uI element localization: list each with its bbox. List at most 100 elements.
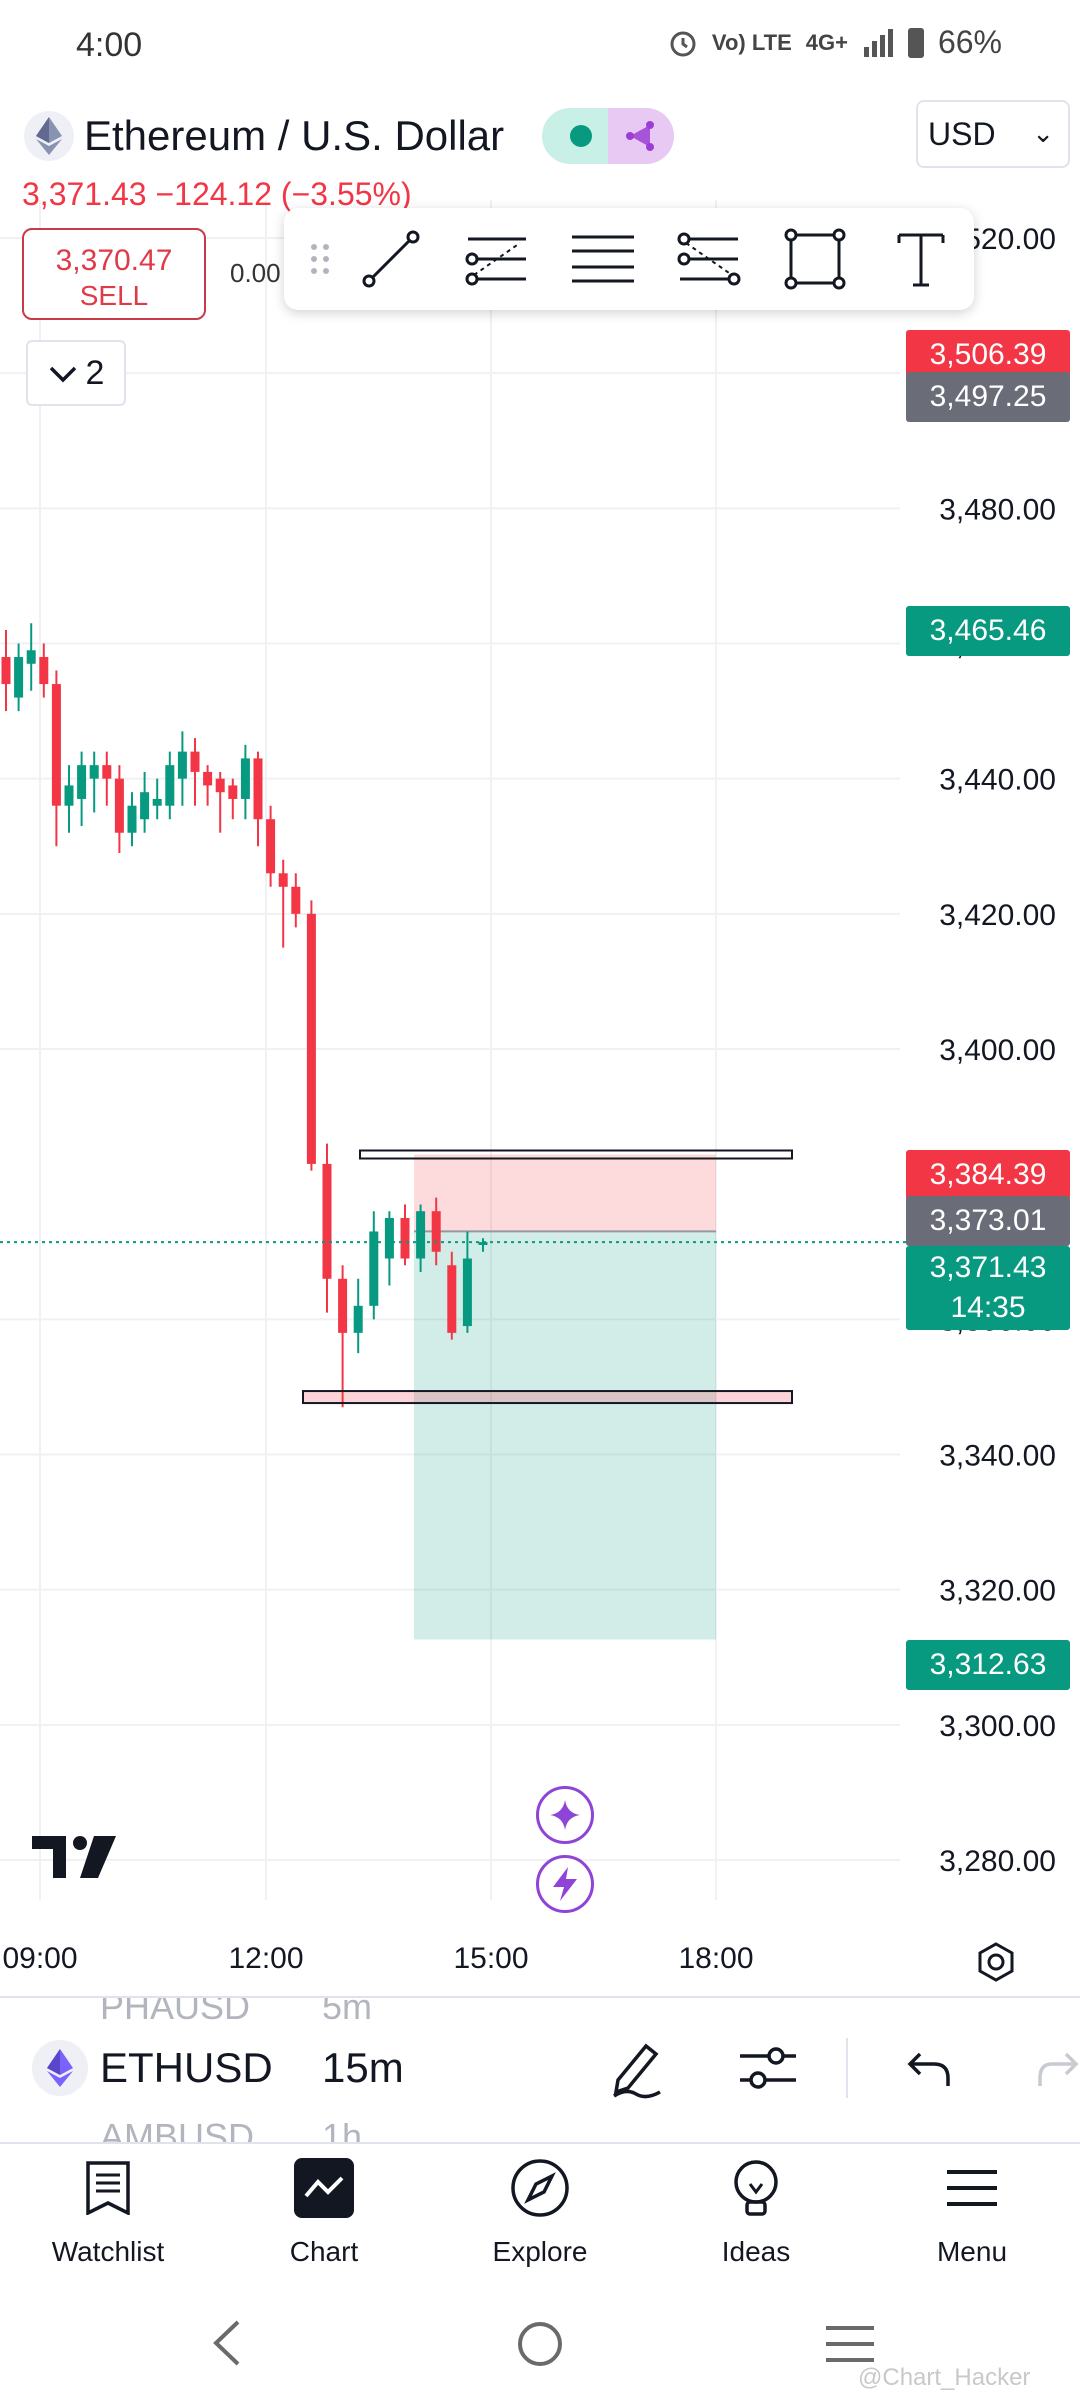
y-axis-tick-label: 3,340.00 [939, 1440, 1056, 1473]
market-open-dot-icon [570, 125, 593, 147]
candle-body [400, 1217, 410, 1259]
nav-label: Menu [936, 2236, 1008, 2267]
signal-icon [863, 28, 893, 57]
sell-price: 3,370.47 [55, 244, 173, 277]
bar-countdown: 14:35 [950, 1291, 1026, 1324]
candle-body [278, 873, 288, 887]
status-time: 4:00 [76, 26, 143, 64]
candle-body [369, 1231, 379, 1306]
nav-chart[interactable]: Chart [216, 2144, 432, 2284]
candle-body [215, 778, 225, 793]
price-axis-tag: 3,497.25 [906, 372, 1070, 422]
horizontal-rectangle-drawing [359, 1149, 793, 1160]
volte-icon: Vo) LTE [711, 29, 792, 55]
back-icon[interactable] [208, 2318, 244, 2368]
candle-body [306, 913, 316, 1164]
network-type: 4G+ [805, 29, 848, 55]
home-icon[interactable] [516, 2320, 564, 2368]
y-axis-tick-label: 3,280.00 [939, 1845, 1056, 1878]
chevron-down-icon: ⌄ [1032, 118, 1054, 148]
y-axis-tick-label: 3,480.00 [939, 493, 1056, 526]
candle-body [140, 792, 150, 820]
ethereum-logo-icon [32, 2040, 88, 2096]
sell-button[interactable]: 3,370.47 SELL [22, 228, 206, 320]
current-interval[interactable]: 15m [322, 2044, 404, 2091]
nav-explore[interactable]: Explore [432, 2144, 648, 2284]
sell-label: SELL [79, 280, 149, 311]
horizontal-lines-icon [572, 235, 634, 283]
menu-icon [942, 2158, 1002, 2218]
candle-body [228, 785, 238, 799]
y-axis-tick-label: 3,420.00 [939, 899, 1056, 932]
symbol-title[interactable]: Ethereum / U.S. Dollar [84, 112, 505, 159]
price-chart[interactable]: 3,520.003,500.003,480.003,460.003,440.00… [0, 200, 1080, 1980]
text-tool[interactable] [868, 219, 974, 299]
text-icon [897, 233, 945, 287]
ai-assistant-button[interactable] [536, 1786, 594, 1844]
candle-body [462, 1258, 472, 1327]
market-status-toggle[interactable] [542, 108, 675, 164]
y-axis-tick-label: 3,300.00 [939, 1710, 1056, 1743]
sparkle-icon [550, 1800, 580, 1830]
trend-line-icon [362, 230, 420, 288]
undo-button[interactable] [896, 2042, 956, 2098]
take-profit-zone [414, 1231, 716, 1640]
currency-select[interactable]: USD ⌄ [916, 100, 1070, 168]
compass-icon [510, 2158, 570, 2218]
candle-body [416, 1211, 426, 1259]
candle-body [51, 684, 61, 806]
symbol-bar: PHAUSD 5m ETHUSD 15m AMBUSD 1h [0, 1996, 1080, 2142]
pitchfork-tool[interactable] [656, 219, 762, 299]
indicators-button[interactable] [736, 2038, 800, 2098]
candle-body [127, 805, 137, 833]
fib-retracement-tool[interactable] [444, 219, 550, 299]
candle-body [64, 785, 74, 806]
candle-body [447, 1265, 457, 1333]
candle-body [431, 1211, 441, 1252]
last-price-value: 3,371.43 [929, 1251, 1047, 1284]
price-axis-tag: 3,312.63 [906, 1640, 1070, 1690]
bottom-navigation: Watchlist Chart Explore Ideas Menu [0, 2142, 1080, 2282]
candle-body [14, 657, 24, 698]
rectangle-tool[interactable] [762, 219, 868, 299]
watermark-text: @Chart_Hacker [858, 2364, 1031, 2391]
candle-body [102, 765, 112, 779]
next-interval[interactable]: 1h [322, 2116, 363, 2142]
drawing-tools-button[interactable] [606, 2036, 670, 2100]
prev-interval[interactable]: 5m [322, 1996, 373, 2027]
next-symbol[interactable]: AMBUSD [100, 2116, 255, 2142]
candle-body [322, 1163, 332, 1279]
watchlist-icon [78, 2158, 138, 2218]
candle-body [338, 1278, 348, 1333]
status-bar: 4:00 Vo) LTE 4G+ 66% [0, 0, 1080, 90]
prev-symbol[interactable]: PHAUSD [100, 1996, 251, 2027]
redo-button[interactable] [1034, 2042, 1080, 2098]
nav-watchlist[interactable]: Watchlist [0, 2144, 216, 2284]
price-axis-tag: 3,384.39 [906, 1150, 1070, 1200]
nav-label: Explore [492, 2236, 588, 2267]
x-axis-tick-label: 18:00 [678, 1942, 753, 1975]
candle-body [26, 650, 36, 664]
candle-body [114, 778, 124, 833]
current-symbol[interactable]: ETHUSD [100, 2044, 273, 2091]
chart-settings-button[interactable] [974, 1940, 1018, 1984]
nav-ideas[interactable]: Ideas [648, 2144, 864, 2284]
battery-icon [907, 27, 924, 58]
price-axis-tag: 3,373.01 [906, 1196, 1070, 1246]
indicator-collapse-button[interactable]: 2 [26, 340, 126, 406]
indicator-count: 2 [85, 353, 105, 392]
x-axis-tick-label: 15:00 [453, 1942, 528, 1975]
nav-menu[interactable]: Menu [864, 2144, 1080, 2284]
fib-extension-icon [677, 232, 741, 286]
gear-icon [978, 1942, 1014, 1982]
trend-line-tool[interactable] [338, 219, 444, 299]
share-icon[interactable] [608, 108, 675, 164]
quick-action-button[interactable] [536, 1855, 594, 1913]
rectangle-icon [784, 228, 846, 290]
pencil-icon [613, 2043, 661, 2099]
price-axis-tag: 3,506.39 [906, 330, 1070, 380]
recents-icon[interactable] [824, 2324, 876, 2364]
horizontal-lines-tool[interactable] [550, 219, 656, 299]
drag-handle-icon[interactable] [302, 239, 338, 279]
undo-icon [907, 2052, 950, 2086]
